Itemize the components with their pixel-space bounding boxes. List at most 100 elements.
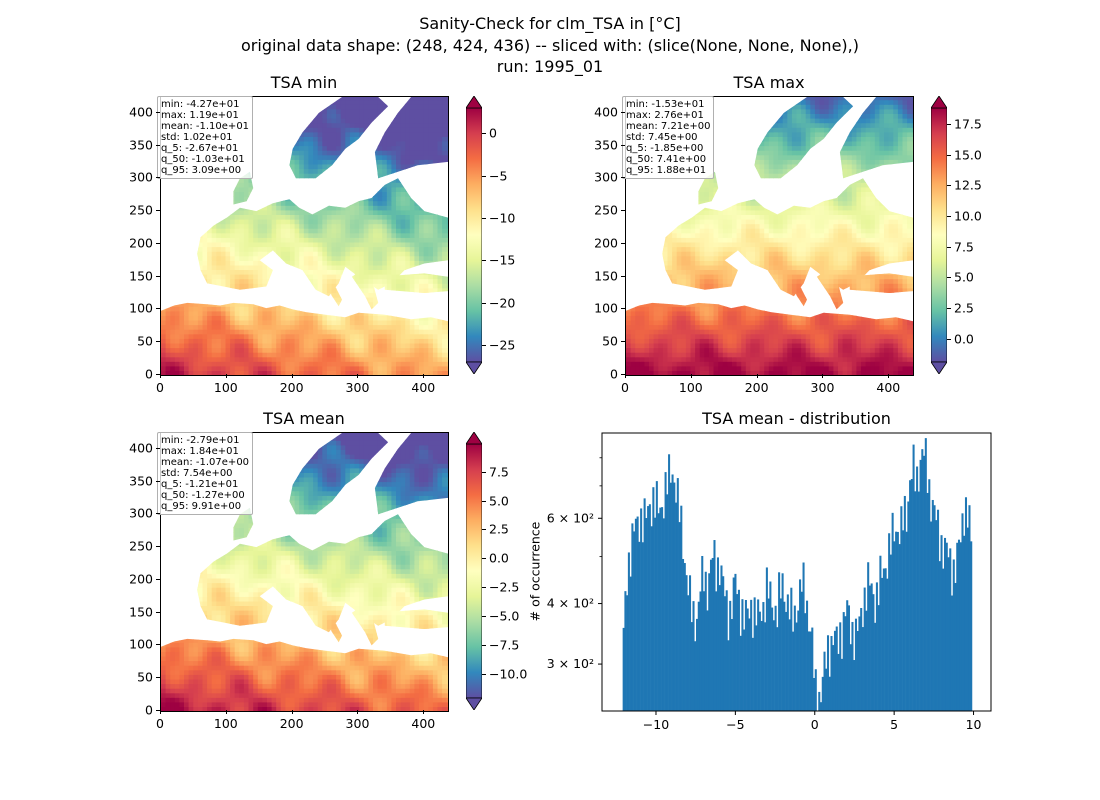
histogram-bar (839, 622, 842, 711)
y-tick-label: 250 (129, 538, 153, 554)
histogram-bar (916, 466, 919, 711)
histogram-bar (813, 677, 816, 711)
x-tick-label: 0 (621, 380, 629, 395)
stat-min: min: -1.53e+01 (626, 99, 705, 110)
y-tick-label: 400 (594, 104, 618, 120)
histogram-bar (743, 629, 746, 711)
colorbar-extend-min (466, 697, 482, 710)
histogram-bar (631, 523, 634, 711)
colorbar-tick-mark (947, 338, 951, 340)
x-tick-mark (357, 710, 359, 714)
y-tick-label: 200 (129, 235, 153, 251)
histogram-bar (643, 498, 646, 711)
colorbar-tick-mark (482, 673, 486, 675)
histogram-bar (957, 539, 961, 711)
colorbar-gradient (466, 107, 482, 363)
y-tick-mark (621, 341, 625, 343)
y-tick-mark (156, 677, 160, 679)
histogram-bar (711, 557, 714, 711)
y-tick-mark (156, 480, 160, 482)
colorbar-tick-mark (482, 133, 486, 135)
histogram-bar (694, 641, 697, 711)
stat-q5: q_5: -1.21e+01 (161, 479, 239, 490)
histogram-bar (650, 526, 653, 711)
colorbar-tick-label: 15.0 (954, 147, 982, 163)
histogram-bar (837, 653, 840, 711)
histogram-bar (737, 589, 740, 711)
histogram-bar (921, 449, 924, 711)
y-tick-label: 100 (129, 300, 153, 316)
y-tick-mark (156, 644, 160, 646)
colorbar-tick-mark (947, 246, 951, 248)
stat-std: std: 7.54e+00 (161, 468, 233, 479)
y-tick-label: 350 (594, 137, 618, 153)
x-tick-mark (160, 374, 161, 378)
histogram-bar (872, 594, 875, 711)
histogram-bar (942, 568, 945, 711)
y-tick-label: 300 (129, 505, 153, 521)
colorbar-extend-min (931, 361, 947, 374)
histogram-bar (945, 542, 948, 711)
histogram-bar (931, 499, 934, 711)
x-tick-mark (423, 374, 425, 378)
histogram-bar (970, 541, 973, 711)
histogram-bar (896, 531, 899, 711)
stat-mean: mean: 7.21e+00 (626, 121, 711, 132)
histogram-bar (687, 595, 690, 711)
histogram-plot: −10 −5 0 5 10 3 × 10² 4 × 10² 6 × 10² (547, 432, 992, 732)
histogram-bar (750, 599, 753, 711)
histogram-bar (917, 491, 920, 711)
y-tick-mark (621, 308, 625, 310)
x-tick-label: 300 (345, 716, 370, 731)
colorbar-gradient (931, 107, 947, 363)
colorbar-tick-mark (482, 471, 486, 473)
histogram-bar (634, 518, 637, 711)
histogram-bar (762, 602, 765, 711)
histogram-bar (863, 587, 866, 711)
histogram-bar (867, 562, 870, 711)
histogram-bar (818, 691, 821, 711)
histogram-bar (648, 504, 651, 711)
histogram-bar (671, 474, 674, 711)
colorbar-tick-label: 0.0 (954, 331, 974, 347)
histogram-bar (664, 472, 667, 711)
histogram-bar (909, 480, 912, 711)
histogram-bar (933, 505, 936, 711)
y-tick-label: 50 (602, 333, 618, 349)
figure-title-line-3: run: 1995_01 (496, 57, 604, 76)
y-tick-mark (156, 144, 160, 146)
histogram-bar (898, 544, 901, 711)
histogram-bar (854, 618, 857, 711)
histogram-bar (870, 583, 873, 711)
y-tick-label: 200 (594, 235, 618, 251)
histogram-bar (956, 542, 959, 711)
x-tick-mark (423, 710, 425, 714)
y-tick-mark (621, 242, 625, 244)
histogram-bar (779, 598, 782, 711)
x-tick-mark (888, 374, 890, 378)
histogram-bar (748, 618, 751, 711)
y-tick-mark (156, 546, 160, 548)
histogram-bars (622, 438, 973, 711)
histogram-bar (622, 627, 625, 711)
histogram-bar (697, 601, 700, 711)
x-tick-label: 400 (411, 716, 436, 731)
histogram-bar (792, 631, 795, 711)
histogram-bar (683, 563, 686, 711)
colorbar-extend-min (466, 361, 482, 374)
histogram-bar (968, 505, 971, 711)
histogram-bar (723, 596, 726, 711)
histogram-bar (676, 478, 679, 711)
histogram-bar (963, 535, 966, 711)
stat-max: max: 1.19e+01 (161, 110, 239, 121)
histogram-bar (847, 605, 850, 711)
y-tick-mark (156, 111, 160, 113)
y-tick-label: 150 (129, 604, 153, 620)
histogram-bar (758, 611, 761, 711)
histogram-bar (861, 627, 864, 711)
histogram-bar (739, 635, 742, 711)
histogram-bar (877, 605, 880, 711)
colorbar-tick-label: −5 (489, 168, 508, 184)
tsa-mean-colorbar (466, 432, 482, 710)
histogram-bar (626, 595, 629, 711)
